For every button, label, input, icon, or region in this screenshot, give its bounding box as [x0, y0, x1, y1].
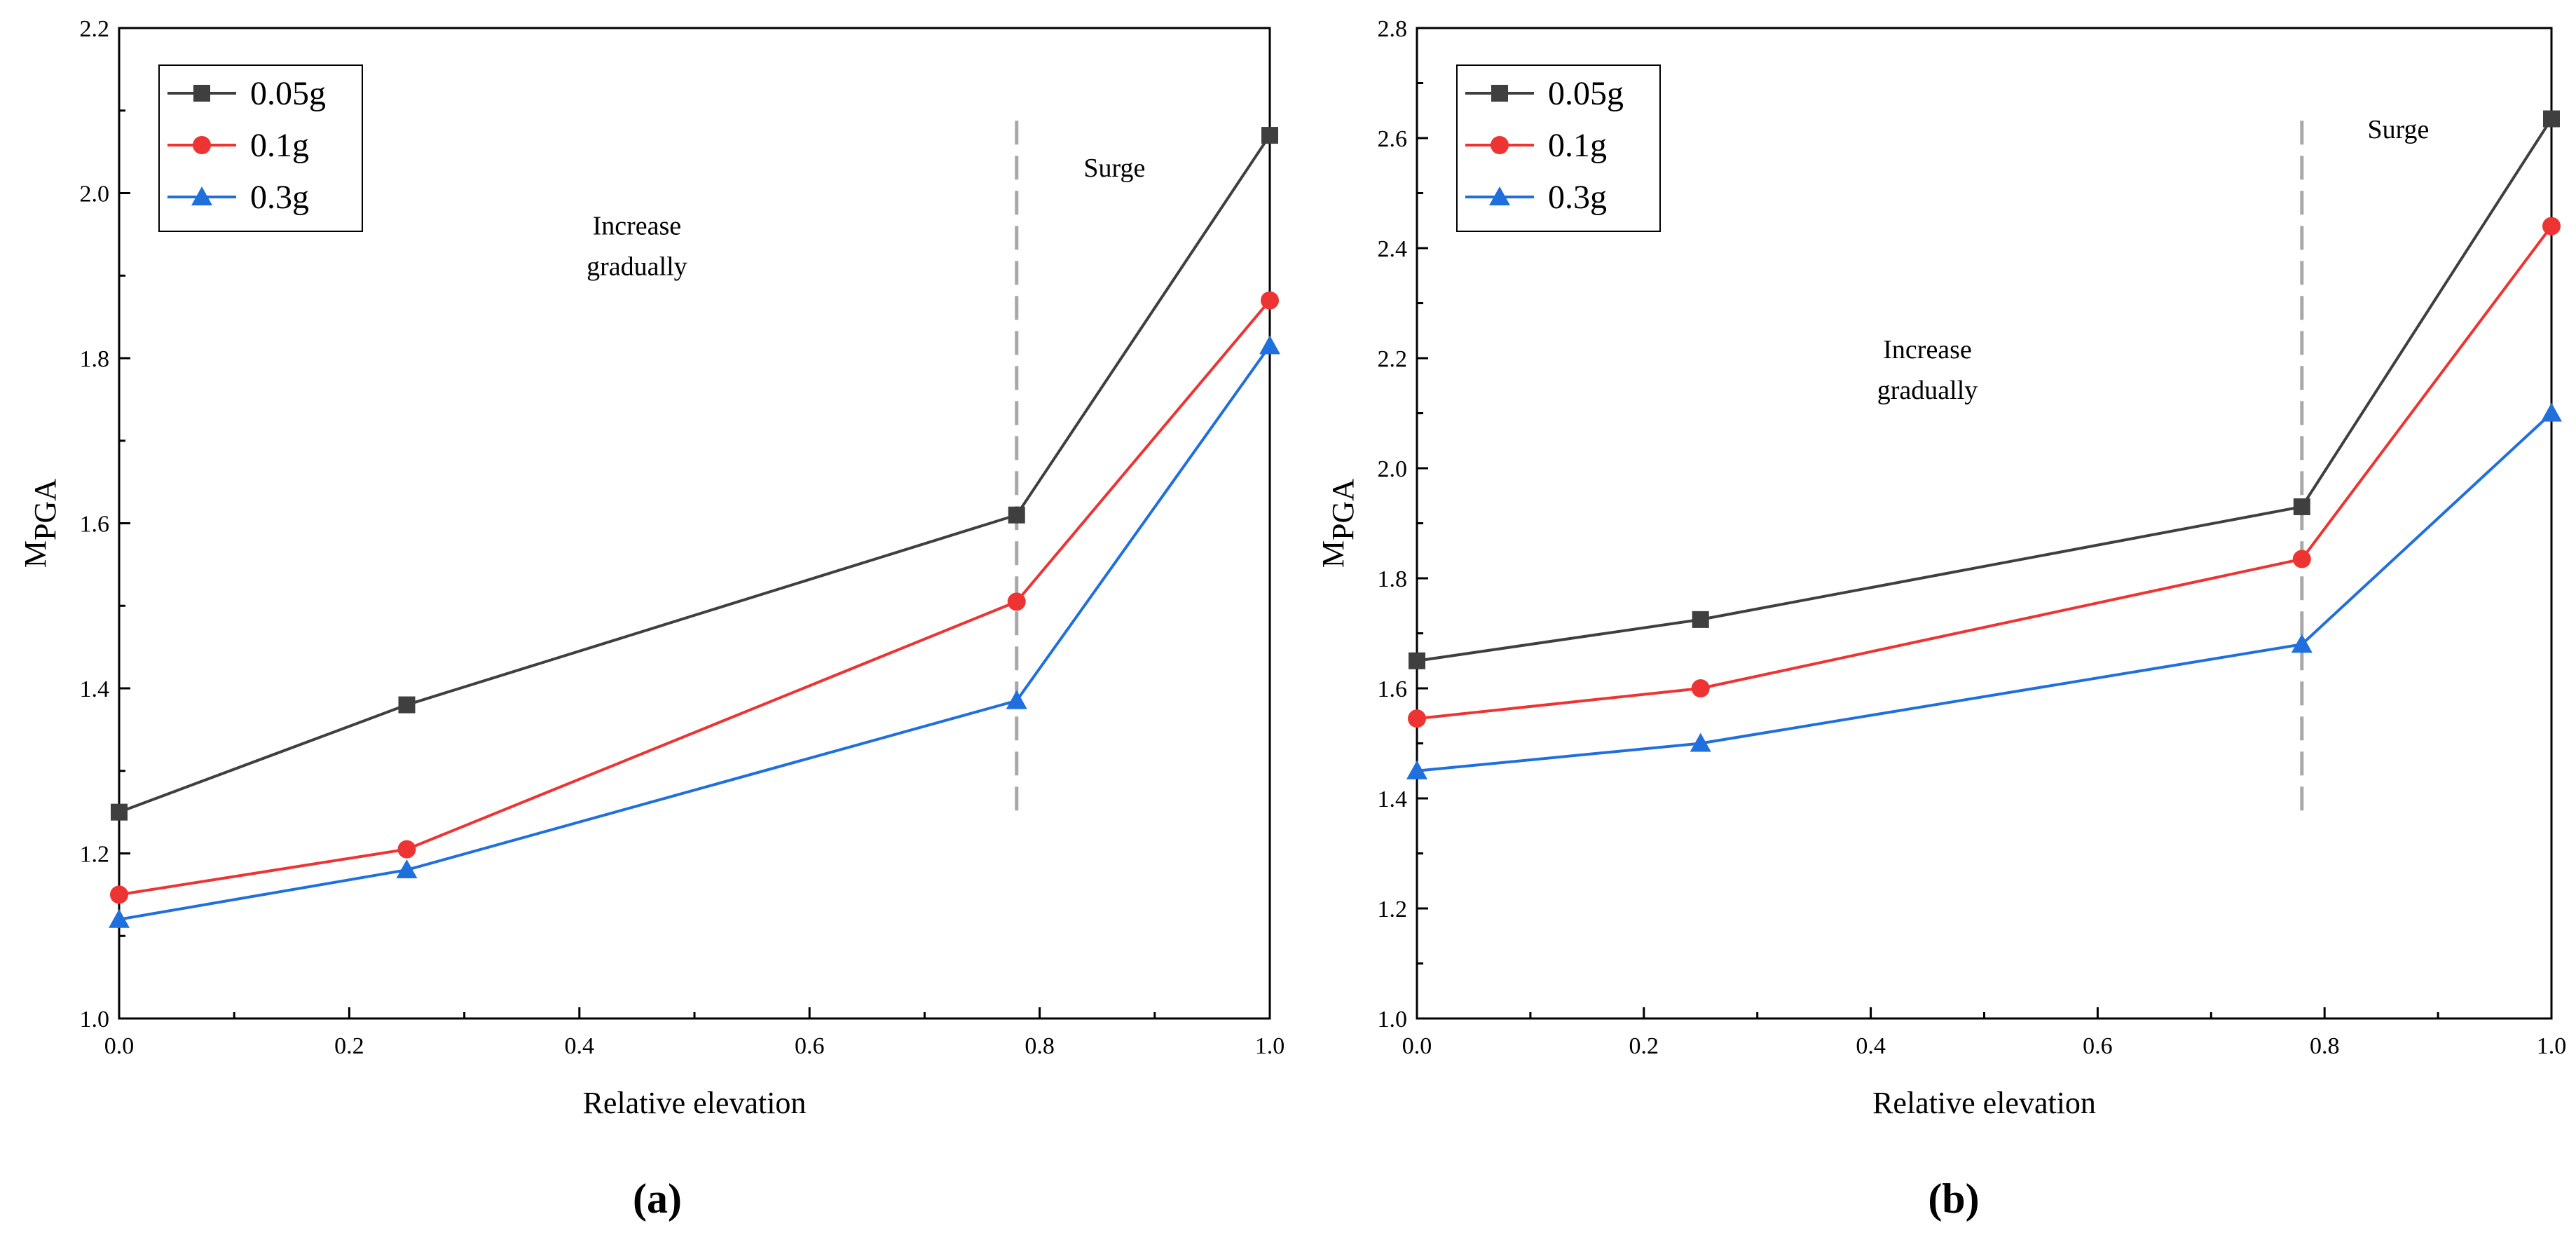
data-point-triangle [396, 859, 418, 879]
x-tick-label: 0.8 [2310, 1033, 2340, 1059]
legend-label: 0.05g [250, 75, 326, 112]
y-tick-label: 2.2 [80, 16, 110, 42]
data-point-square [1491, 85, 1508, 102]
x-axis-title: Relative elevation [1872, 1086, 2096, 1120]
series-line [1416, 118, 2553, 662]
data-point-circle [1261, 291, 1279, 310]
panel-label: (b) [1928, 1175, 1979, 1222]
series-0.1g [1408, 217, 2561, 728]
data-point-circle [2542, 217, 2561, 236]
y-tick-label: 1.0 [1378, 1007, 1408, 1032]
data-point-square [398, 696, 416, 714]
data-point-triangle [1259, 335, 1280, 355]
y-tick-label: 1.4 [80, 676, 110, 702]
panel-label: (a) [633, 1175, 682, 1222]
annotation-surge: Surge [2367, 115, 2429, 144]
y-tick-label: 2.0 [1378, 456, 1408, 482]
y-tick-label: 1.0 [80, 1007, 110, 1032]
data-point-triangle [2291, 634, 2313, 653]
annotation-increase-gradually: Increase gradually [1877, 335, 1978, 405]
y-axis-title: MPGA [1316, 479, 1360, 568]
data-point-triangle [109, 908, 130, 928]
data-point-square [2543, 110, 2560, 128]
y-tick-label: 2.0 [80, 182, 110, 207]
series-line [1416, 412, 2553, 772]
data-point-triangle [1690, 732, 1711, 752]
x-tick-label: 0.4 [565, 1033, 595, 1059]
series-0.1g [110, 291, 1279, 904]
data-point-circle [1491, 136, 1509, 154]
data-point-square [1261, 127, 1278, 144]
data-point-square [1409, 652, 1425, 669]
x-tick-label: 0.2 [334, 1033, 364, 1059]
legend-label: 0.3g [250, 179, 309, 216]
y-tick-label: 1.6 [80, 512, 110, 538]
data-point-triangle [1489, 186, 1510, 205]
series-0.3g [109, 335, 1280, 928]
data-point-square [193, 85, 210, 102]
x-tick-label: 0.2 [1629, 1033, 1659, 1059]
series-line [118, 299, 1271, 897]
y-axis-title: MPGA [18, 479, 62, 568]
series-line [118, 345, 1271, 921]
data-point-triangle [191, 186, 212, 205]
y-tick-label: 1.8 [1378, 566, 1408, 592]
legend: 0.05g 0.1g 0.3g [158, 64, 363, 232]
series-line [1416, 225, 2553, 721]
chart-panel-b: 0.0 0.2 0.4 0.6 0.8 1.0 1.0 1.2 1.4 1.6 1.8 2.0 2.2 2… [1316, 16, 2566, 1222]
x-tick-label: 0.6 [2083, 1033, 2113, 1059]
series-0.3g [1406, 402, 2562, 779]
y-tick-label: 1.6 [1378, 676, 1408, 702]
data-point-square [1008, 506, 1025, 524]
chart-panel-a: 0.0 0.2 0.4 0.6 0.8 1.0 1.0 1.2 1.4 1.6 1.8 2.0 2.2 R… [18, 16, 1284, 1222]
data-point-triangle [1406, 760, 1427, 779]
x-tick-label: 0.6 [795, 1033, 825, 1059]
x-tick-label: 0.8 [1025, 1033, 1055, 1059]
x-axis-title: Relative elevation [583, 1086, 807, 1120]
data-point-circle [110, 885, 128, 904]
data-point-circle [2292, 550, 2311, 568]
data-point-circle [1007, 592, 1026, 611]
annotation-increase-gradually: Increase gradually [587, 211, 687, 281]
y-tick-label: 2.6 [1378, 126, 1408, 152]
legend-label: 0.3g [1548, 179, 1607, 216]
y-tick-label: 2.8 [1378, 16, 1408, 42]
legend: 0.05g 0.1g 0.3g [1456, 64, 1661, 232]
legend-label: 0.1g [250, 127, 309, 164]
y-tick-label: 2.4 [1378, 236, 1408, 262]
annotation-surge: Surge [1083, 154, 1145, 183]
x-tick-label: 0.0 [104, 1033, 135, 1059]
y-tick-label: 1.2 [1378, 897, 1408, 922]
x-tick-label: 1.0 [1255, 1033, 1285, 1059]
y-tick-label: 1.2 [80, 842, 110, 868]
series-0.05g [111, 127, 1278, 821]
series-line [118, 134, 1271, 814]
data-point-square [2293, 498, 2310, 515]
data-point-circle [1691, 679, 1710, 697]
x-tick-label: 0.4 [1856, 1033, 1886, 1059]
y-tick-label: 2.2 [1378, 346, 1408, 372]
legend-label: 0.1g [1548, 127, 1607, 164]
y-tick-label: 1.8 [80, 346, 110, 372]
y-tick-label: 1.4 [1378, 786, 1408, 812]
series-0.05g [1409, 110, 2560, 669]
legend-label: 0.05g [1548, 75, 1624, 112]
data-point-circle [397, 840, 416, 859]
data-point-square [1692, 611, 1709, 628]
data-point-triangle [1006, 690, 1027, 709]
data-point-triangle [2541, 402, 2562, 422]
x-tick-label: 0.0 [1402, 1033, 1432, 1059]
data-point-circle [1408, 709, 1426, 728]
data-point-square [111, 803, 128, 821]
data-point-circle [193, 136, 211, 154]
x-tick-label: 1.0 [2537, 1033, 2567, 1059]
